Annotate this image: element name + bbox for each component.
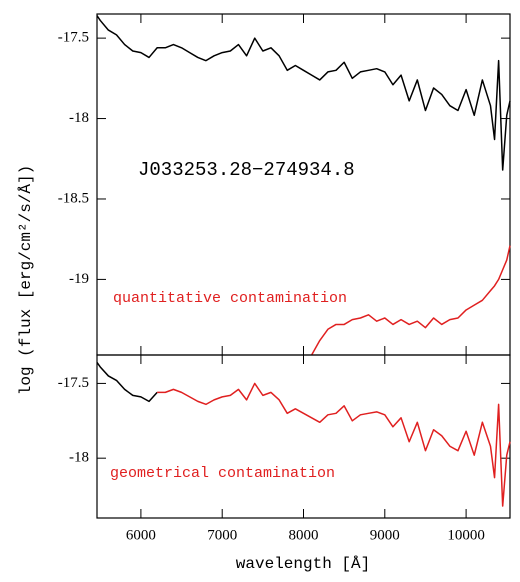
spectrum-line — [96, 362, 158, 403]
spectrum-line — [310, 245, 511, 356]
x-tick-label: 9000 — [370, 527, 400, 543]
x-axis-label: wavelength [Å] — [236, 555, 370, 573]
annotation: quantitative contamination — [113, 290, 347, 307]
y-tick-label: -18.5 — [58, 190, 89, 206]
annotation: geometrical contamination — [110, 465, 335, 482]
y-tick-label: -18 — [69, 450, 89, 466]
y-axis-label: log (flux [erg/cm²/s/Å]) — [17, 165, 35, 395]
chart-title: J033253.28−274934.8 — [138, 159, 355, 181]
y-tick-label: -19 — [69, 271, 89, 287]
x-tick-label: 8000 — [289, 527, 319, 543]
spectrum-line — [157, 382, 511, 507]
x-tick-label: 10000 — [447, 527, 485, 543]
plot-frame — [96, 354, 511, 519]
x-tick-label: 6000 — [126, 527, 156, 543]
y-tick-label: -18 — [69, 110, 89, 126]
y-tick-label: -17.5 — [58, 375, 89, 391]
spectrum-line — [96, 15, 511, 171]
x-tick-label: 7000 — [207, 527, 237, 543]
y-tick-label: -17.5 — [58, 30, 89, 46]
